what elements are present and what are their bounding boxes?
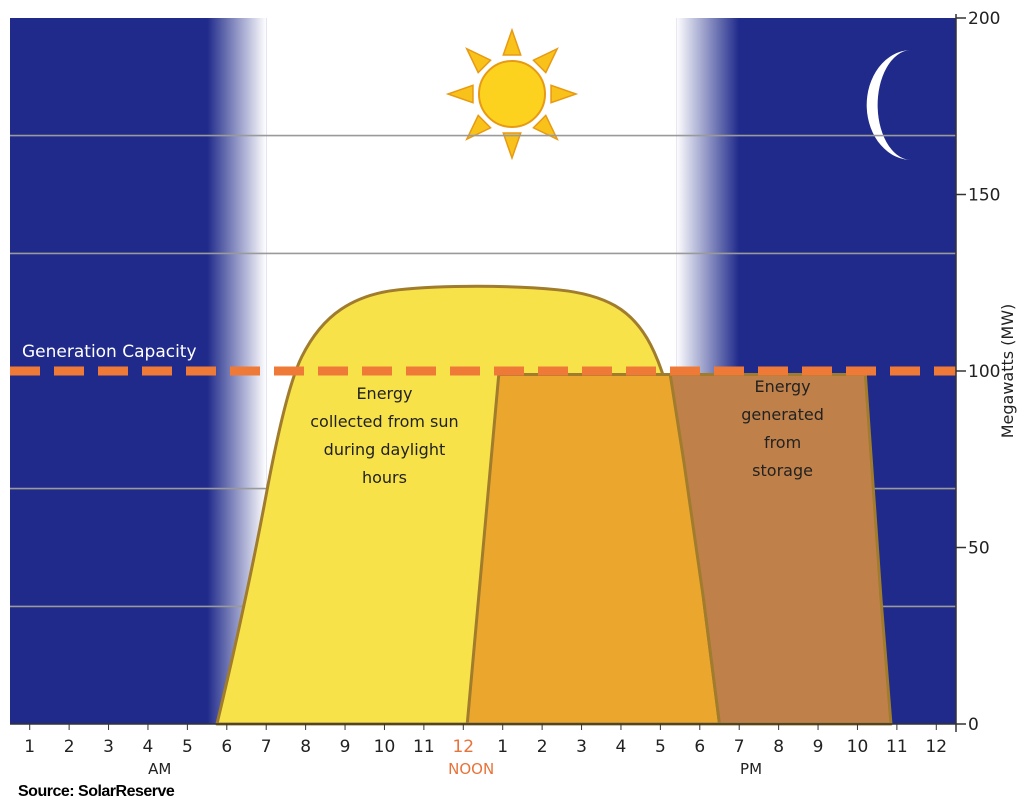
- x-tick-label: 10: [847, 737, 869, 757]
- sun-ray: [502, 27, 522, 56]
- x-tick-label: 3: [576, 737, 587, 757]
- x-tick-label: 1: [24, 737, 35, 757]
- x-tick-label: 12: [452, 737, 474, 757]
- solar-collected-annotation: Energy collected from sun during daylight h…: [310, 384, 458, 487]
- sun-icon: [445, 27, 579, 161]
- x-tick-label: 8: [773, 737, 784, 757]
- sun-ray: [445, 84, 474, 104]
- y-tick-label: 0: [968, 715, 979, 735]
- y-tick-label: 200: [968, 9, 1000, 29]
- x-group-label: PM: [740, 760, 762, 778]
- x-tick-label: 3: [103, 737, 114, 757]
- sun-disc: [478, 60, 546, 128]
- x-tick-label: 6: [221, 737, 232, 757]
- sun-ray: [532, 47, 559, 74]
- y-tick-label: 100: [968, 362, 1000, 382]
- x-tick-label: 4: [616, 737, 627, 757]
- moon-icon: [866, 50, 913, 161]
- x-tick-label: 9: [340, 737, 351, 757]
- x-tick-label: 8: [300, 737, 311, 757]
- x-tick-label: 2: [64, 737, 75, 757]
- sun-ray: [465, 47, 492, 74]
- y-tick-label: 150: [968, 186, 1000, 206]
- x-group-label: AM: [148, 760, 171, 778]
- generation-capacity-label: Generation Capacity: [22, 342, 197, 362]
- x-tick-label: 12: [925, 737, 947, 757]
- sun-ray: [550, 84, 579, 104]
- sun-ray: [502, 132, 522, 161]
- x-tick-label: 5: [182, 737, 193, 757]
- x-tick-label: 10: [374, 737, 396, 757]
- x-tick-label: 6: [694, 737, 705, 757]
- x-tick-label: 1: [497, 737, 508, 757]
- moon-crescent: [866, 50, 913, 161]
- x-tick-label: 7: [261, 737, 272, 757]
- x-group-label: NOON: [448, 760, 494, 778]
- x-tick-label: 2: [537, 737, 548, 757]
- x-tick-label: 11: [413, 737, 435, 757]
- storage-generated-annotation: Energy generated from storage: [741, 377, 824, 480]
- sun-ray: [465, 114, 492, 141]
- sun-ray: [532, 114, 559, 141]
- x-tick-label: 5: [655, 737, 666, 757]
- source-note: Source: SolarReserve: [18, 783, 175, 800]
- y-tick-label: 50: [968, 539, 990, 559]
- x-tick-label: 4: [143, 737, 154, 757]
- x-tick-label: 9: [813, 737, 824, 757]
- x-tick-label: 11: [886, 737, 908, 757]
- chart-svg: Generation Capacity Energy collected from…: [10, 9, 1017, 778]
- x-tick-label: 7: [734, 737, 745, 757]
- y-axis-label: Megawatts (MW): [998, 304, 1017, 439]
